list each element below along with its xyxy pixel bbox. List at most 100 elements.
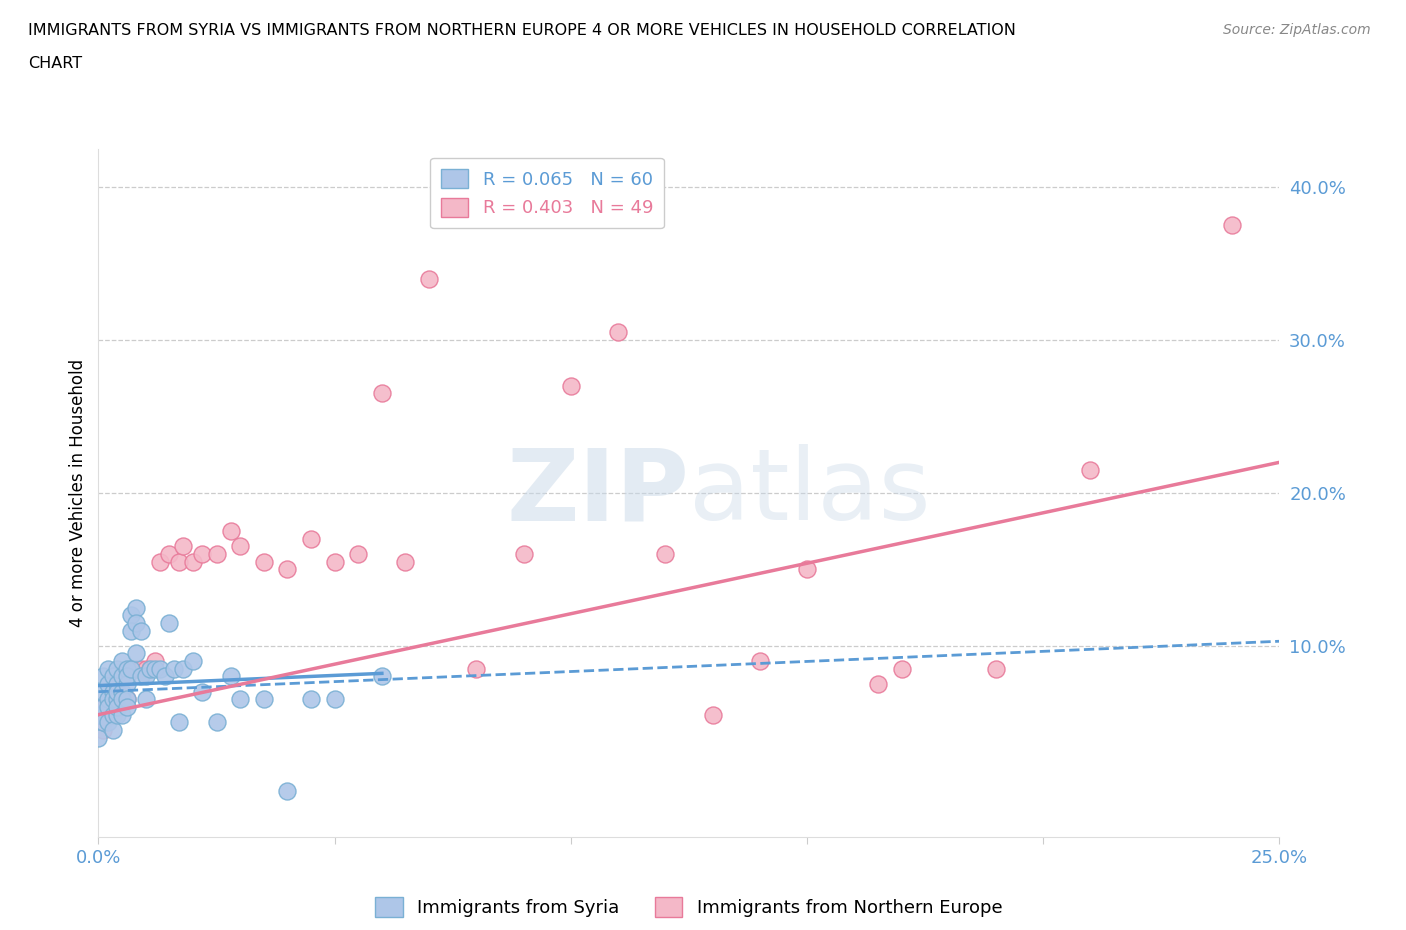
- Legend: Immigrants from Syria, Immigrants from Northern Europe: Immigrants from Syria, Immigrants from N…: [368, 890, 1010, 924]
- Point: [149, 554, 172, 569]
- Point: [105, 692, 128, 707]
- Y-axis label: 4 or more Vehicles in Household: 4 or more Vehicles in Household: [69, 359, 87, 627]
- Point: [172, 539, 194, 554]
- Point: [163, 661, 186, 676]
- Point: [87, 707, 110, 722]
- Point: [181, 654, 204, 669]
- Point: [139, 661, 162, 676]
- Point: [143, 661, 166, 676]
- Point: [105, 699, 128, 714]
- Point: [101, 707, 124, 722]
- Point: [157, 547, 180, 562]
- Point: [253, 692, 276, 707]
- Point: [111, 692, 134, 707]
- Point: [143, 654, 166, 669]
- Point: [191, 684, 214, 699]
- Point: [394, 554, 416, 569]
- Point: [465, 661, 488, 676]
- Point: [323, 554, 346, 569]
- Point: [97, 692, 120, 707]
- Point: [115, 677, 138, 692]
- Text: Source: ZipAtlas.com: Source: ZipAtlas.com: [1223, 23, 1371, 37]
- Point: [219, 524, 242, 538]
- Point: [111, 707, 134, 722]
- Text: ZIP: ZIP: [506, 445, 689, 541]
- Point: [101, 707, 124, 722]
- Point: [91, 669, 114, 684]
- Point: [115, 692, 138, 707]
- Point: [172, 661, 194, 676]
- Point: [149, 661, 172, 676]
- Text: CHART: CHART: [28, 56, 82, 71]
- Point: [97, 677, 120, 692]
- Point: [205, 547, 228, 562]
- Point: [101, 669, 124, 684]
- Point: [111, 654, 134, 669]
- Text: atlas: atlas: [689, 445, 931, 541]
- Point: [135, 661, 157, 676]
- Point: [205, 715, 228, 730]
- Point: [101, 684, 124, 699]
- Point: [87, 730, 110, 745]
- Point: [191, 547, 214, 562]
- Point: [418, 272, 440, 286]
- Point: [91, 684, 114, 699]
- Point: [167, 715, 190, 730]
- Point: [181, 554, 204, 569]
- Point: [139, 661, 162, 676]
- Point: [276, 562, 298, 577]
- Point: [111, 692, 134, 707]
- Point: [115, 661, 138, 676]
- Point: [560, 379, 582, 393]
- Point: [101, 692, 124, 707]
- Point: [796, 562, 818, 577]
- Point: [129, 661, 152, 676]
- Point: [135, 692, 157, 707]
- Point: [97, 661, 120, 676]
- Point: [115, 669, 138, 684]
- Point: [371, 386, 394, 401]
- Point: [323, 692, 346, 707]
- Point: [97, 699, 120, 714]
- Point: [702, 707, 724, 722]
- Point: [121, 661, 143, 676]
- Point: [299, 692, 322, 707]
- Point: [153, 669, 176, 684]
- Point: [125, 646, 148, 661]
- Point: [654, 547, 676, 562]
- Point: [219, 669, 242, 684]
- Point: [115, 669, 138, 684]
- Point: [121, 623, 143, 638]
- Point: [121, 661, 143, 676]
- Point: [97, 715, 120, 730]
- Point: [512, 547, 534, 562]
- Point: [125, 600, 148, 615]
- Point: [1080, 462, 1102, 477]
- Point: [111, 669, 134, 684]
- Point: [105, 677, 128, 692]
- Point: [229, 692, 252, 707]
- Point: [125, 661, 148, 676]
- Point: [111, 669, 134, 684]
- Point: [229, 539, 252, 554]
- Point: [276, 784, 298, 799]
- Point: [115, 692, 138, 707]
- Point: [607, 325, 630, 339]
- Point: [91, 699, 114, 714]
- Point: [299, 531, 322, 546]
- Point: [111, 684, 134, 699]
- Point: [97, 692, 120, 707]
- Point: [253, 554, 276, 569]
- Point: [105, 684, 128, 699]
- Point: [984, 661, 1007, 676]
- Point: [125, 616, 148, 631]
- Point: [121, 608, 143, 623]
- Point: [97, 707, 120, 722]
- Point: [748, 654, 770, 669]
- Point: [105, 661, 128, 676]
- Point: [101, 684, 124, 699]
- Point: [129, 623, 152, 638]
- Point: [91, 723, 114, 737]
- Point: [890, 661, 912, 676]
- Point: [105, 692, 128, 707]
